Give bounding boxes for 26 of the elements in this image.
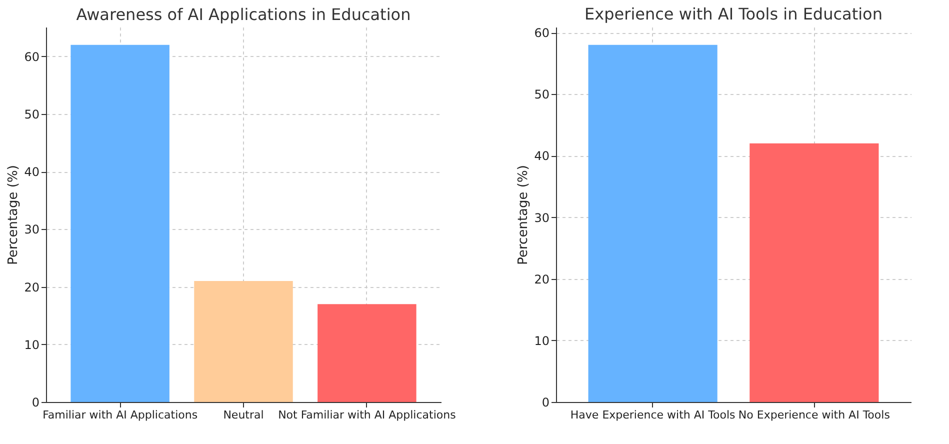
chart-title: Awareness of AI Applications in Education	[76, 5, 411, 24]
y-tick-label: 60	[534, 26, 550, 40]
x-tick-label: Not Familiar with AI Applications	[278, 408, 456, 422]
chart-title: Experience with AI Tools in Education	[584, 4, 882, 24]
x-tick-label: Neutral	[223, 408, 264, 422]
y-tick-label: 20	[24, 280, 40, 294]
x-tick-label: Have Experience with AI Tools	[570, 408, 736, 422]
bar	[318, 304, 416, 402]
y-axis-title: Percentage (%)	[6, 165, 22, 265]
y-tick-label: 10	[534, 334, 550, 348]
x-tick-label: Familiar with AI Applications	[42, 408, 198, 422]
bar	[70, 44, 170, 402]
x-tick-label: No Experience with AI Tools	[738, 408, 890, 422]
y-axis-title: Percentage (%)	[516, 165, 532, 265]
y-tick-label: 60	[24, 50, 40, 64]
bar	[194, 281, 293, 402]
y-tick-label: 40	[24, 165, 40, 180]
y-tick-label: 50	[24, 107, 40, 122]
y-tick-label: 40	[534, 149, 550, 164]
y-tick-label: 20	[534, 272, 550, 286]
y-tick-label: 50	[534, 88, 550, 102]
y-tick-label: 10	[24, 338, 40, 352]
y-tick-label: 0	[32, 396, 40, 410]
y-tick-label: 30	[534, 210, 550, 225]
y-tick-label: 30	[24, 222, 40, 237]
y-tick-label: 0	[542, 396, 550, 410]
